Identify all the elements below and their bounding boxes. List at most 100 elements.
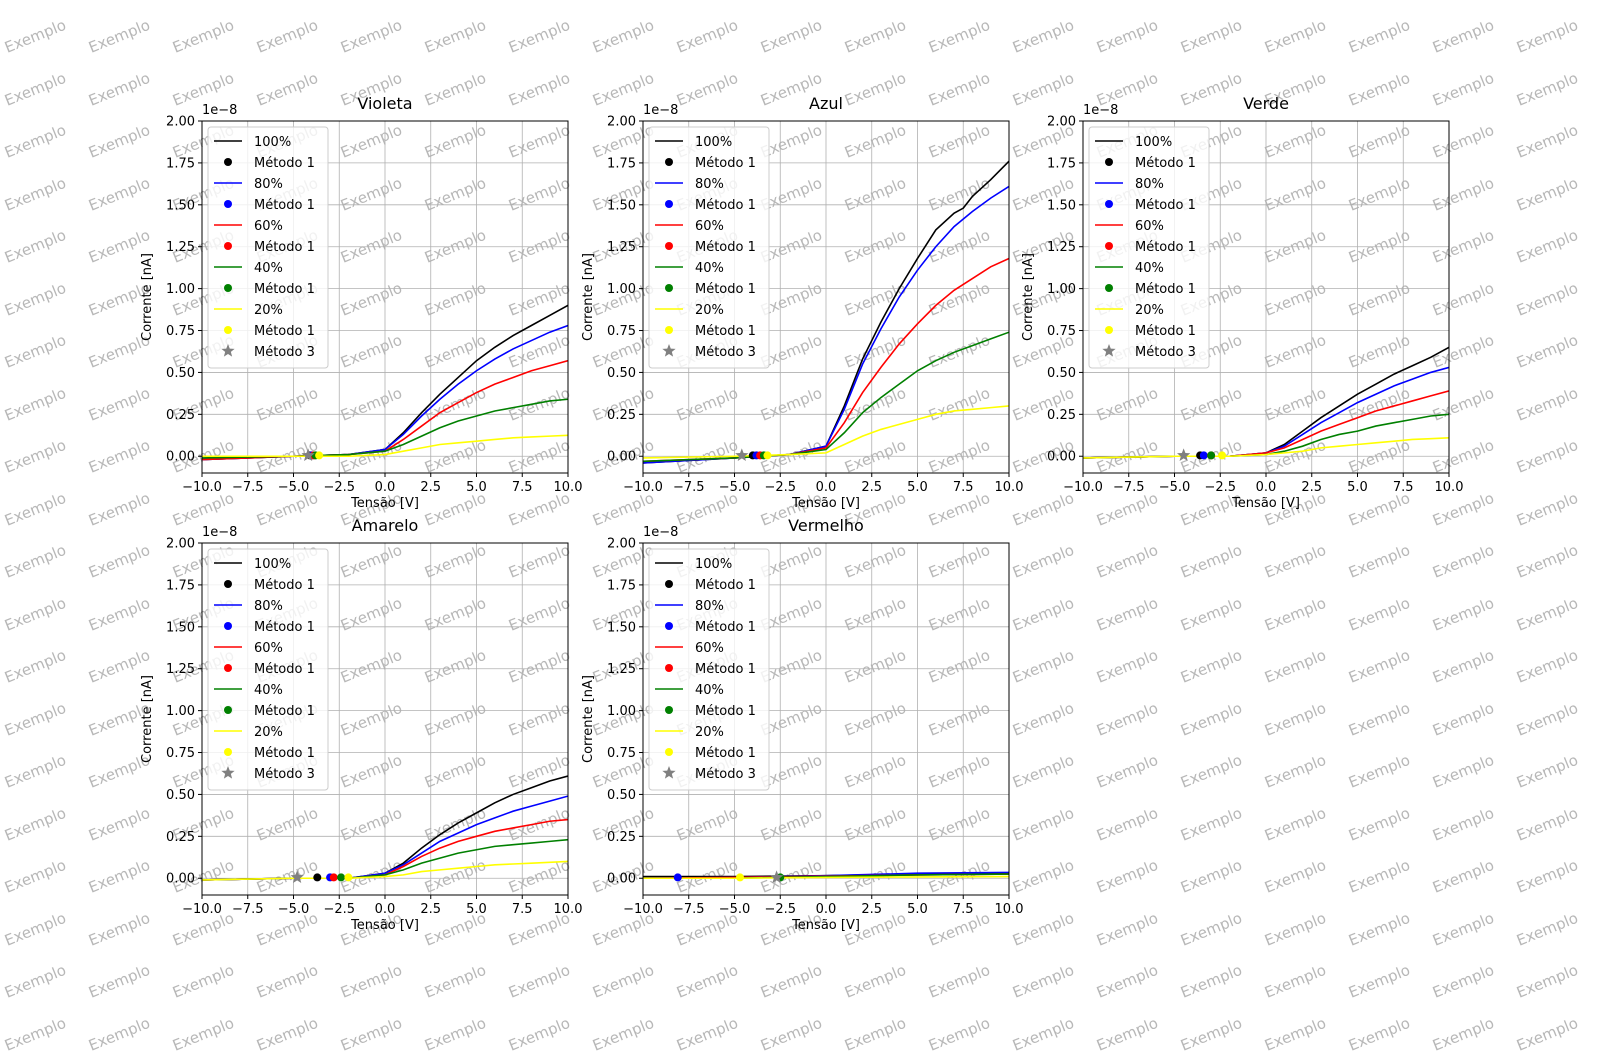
legend-dot-swatch [665,580,673,588]
x-tick-label: −5.0 [719,902,751,917]
x-axis-label: Tensão [V] [1231,496,1300,511]
x-tick-label: −10.0 [182,902,222,917]
x-tick-label: 10.0 [995,902,1024,917]
legend-label: Método 3 [695,767,756,782]
x-tick-label: −7.5 [1113,480,1145,495]
series-line-20pct [202,860,568,881]
y-tick-label: 1.50 [607,620,636,635]
offset-text: 1e−8 [202,103,237,118]
metodo3-star [735,448,749,462]
legend-label: Método 1 [695,156,756,171]
watermark-text: Exemplo [758,1013,825,1054]
y-tick-label: 0.25 [1047,408,1076,423]
legend: 100% Método 1 80% Método 1 60% Método 1 40% Mét… [648,126,770,369]
legend-label: 40% [695,261,724,276]
y-tick-label: 1.00 [166,704,195,719]
legend-label: Método 1 [695,282,756,297]
legend-label: 60% [254,219,283,234]
x-tick-label: 10.0 [995,480,1024,495]
legend-dot-swatch [1105,200,1113,208]
legend-label: Método 1 [1135,156,1196,171]
legend-label: Método 3 [695,345,756,360]
legend-dot-swatch [665,284,673,292]
legend-label: Método 1 [1135,198,1196,213]
x-tick-label: 10.0 [554,480,583,495]
y-tick-label: 1.50 [166,198,195,213]
legend-label: 80% [1135,177,1164,192]
metodo1-point [1199,451,1208,460]
metodo1-point [1218,451,1227,460]
y-tick-label: 1.25 [166,662,195,677]
legend-label: Método 1 [254,704,315,719]
legend-star-swatch [221,766,235,779]
subplot-title: Violeta [357,94,412,113]
series-line-20pct [1083,437,1449,459]
y-tick-label: 0.00 [1047,450,1076,465]
watermark-text: Exemplo [1346,1013,1413,1054]
y-axis-label: Corrente [nA] [581,675,596,763]
y-tick-label: 1.25 [607,240,636,255]
y-tick-label: 1.25 [166,240,195,255]
legend-box [207,548,329,791]
legend-star-swatch [221,344,235,357]
legend-label: Método 3 [1135,345,1196,360]
legend-label: Método 1 [695,704,756,719]
legend-label: 20% [695,303,724,318]
legend-label: 60% [254,641,283,656]
metodo1-point [329,873,338,882]
offset-text: 1e−8 [643,103,678,118]
y-axis-label: Corrente [nA] [581,253,596,341]
legend-dot-swatch [1105,158,1113,166]
watermark-text: Exemplo [170,1013,237,1054]
subplot-verde: −10.0 −7.5 −5.0 −2.5 0.0 2.5 5.0 7.5 10.0 0.00 0.2… [1021,94,1463,511]
x-tick-label: 7.5 [1393,480,1414,495]
metodo1-point [763,451,772,460]
legend-label: 100% [1135,135,1172,150]
legend-label: 60% [695,219,724,234]
x-tick-label: 5.0 [907,480,928,495]
x-tick-label: −2.5 [1204,480,1236,495]
series-line-20pct [202,434,568,458]
x-tick-label: −7.5 [673,480,705,495]
legend-label: Método 1 [695,746,756,761]
legend-dot-swatch [224,326,232,334]
legend-label: Método 1 [695,240,756,255]
legend-label: 80% [254,599,283,614]
legend-box [648,126,770,369]
legend-box [207,126,329,369]
y-tick-label: 0.75 [607,746,636,761]
legend-dot-swatch [665,326,673,334]
legend-label: 100% [254,557,291,572]
x-tick-label: 0.0 [1256,480,1277,495]
watermark-text: Exemplo [1178,1013,1245,1054]
watermark-text: Exemplo [1430,1013,1497,1054]
x-tick-label: −5.0 [278,480,310,495]
x-tick-label: 2.5 [861,480,882,495]
legend: 100% Método 1 80% Método 1 60% Método 1 40% Mét… [648,548,770,791]
legend-label: 100% [695,135,732,150]
y-tick-label: 1.75 [166,578,195,593]
legend-label: 40% [254,683,283,698]
x-tick-label: 2.5 [1301,480,1322,495]
legend-dot-swatch [1105,326,1113,334]
watermark-text: Exemplo [422,1013,489,1054]
legend-star-swatch [662,344,676,357]
plot-area [643,870,1009,884]
figure: −10.0 −7.5 −5.0 −2.5 0.0 2.5 5.0 7.5 10.0 0.00 0.2… [140,94,1463,933]
legend-dot-swatch [224,284,232,292]
legend-label: Método 1 [254,282,315,297]
x-tick-label: 7.5 [512,902,533,917]
x-tick-label: −2.5 [764,480,796,495]
legend-label: Método 1 [254,198,315,213]
x-tick-label: −10.0 [1063,480,1103,495]
x-tick-label: −7.5 [232,902,264,917]
legend-label: 20% [695,725,724,740]
y-tick-label: 0.50 [607,366,636,381]
y-tick-label: 0.00 [166,872,195,887]
y-axis-label: Corrente [nA] [140,253,155,341]
legend-dot-swatch [224,664,232,672]
legend-star-swatch [662,766,676,779]
series-line-20pct [643,405,1009,459]
y-tick-label: 0.50 [1047,366,1076,381]
legend-dot-swatch [1105,242,1113,250]
